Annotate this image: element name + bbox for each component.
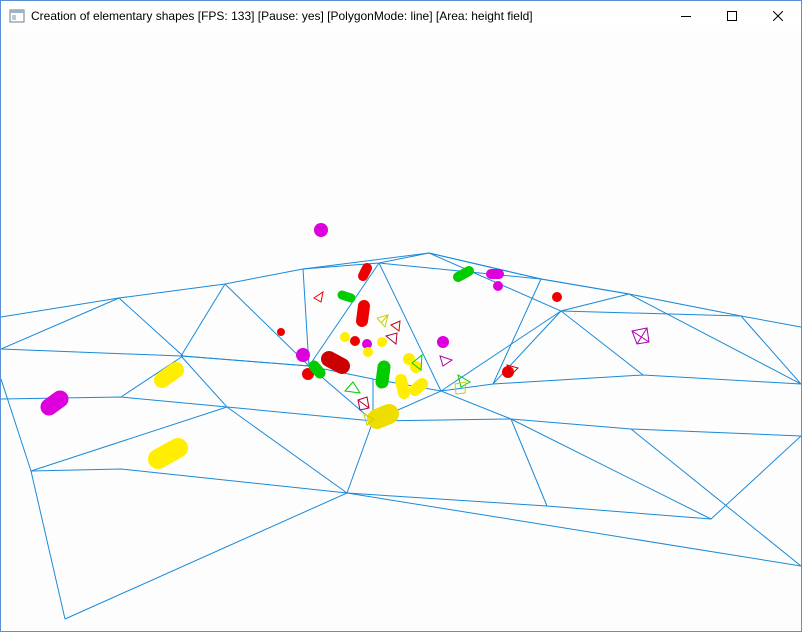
capsule-green	[308, 360, 326, 379]
title-bar[interactable]: Creation of elementary shapes [FPS: 133]…	[1, 1, 801, 31]
maximize-button[interactable]	[709, 1, 755, 31]
minimize-button[interactable]	[663, 1, 709, 31]
capsule-red	[358, 263, 372, 281]
capsule-yellow	[367, 404, 399, 429]
3d-viewport[interactable]	[1, 31, 801, 631]
capsule-red	[356, 300, 370, 327]
height-field-mesh	[1, 252, 801, 620]
capsule-yellow	[409, 378, 428, 396]
capsule-magenta	[40, 390, 69, 416]
sphere-magenta	[437, 336, 449, 348]
capsule-red	[321, 351, 350, 374]
sphere-red	[302, 368, 314, 380]
capsule-green	[375, 360, 391, 389]
capsule-yellow	[395, 374, 410, 399]
sphere-magenta	[296, 348, 310, 362]
sphere-yellow	[377, 337, 387, 347]
sphere-yellow	[340, 332, 350, 342]
close-icon	[773, 11, 783, 21]
wireframe-shapes	[313, 290, 650, 426]
capsule-green	[453, 266, 474, 282]
minimize-icon	[681, 11, 691, 21]
close-button[interactable]	[755, 1, 801, 31]
capsule-yellow	[148, 438, 188, 469]
capsule-green	[337, 290, 356, 303]
sphere-red	[350, 336, 360, 346]
sphere-magenta	[314, 223, 328, 237]
spheres	[277, 223, 562, 380]
maximize-icon	[727, 11, 737, 21]
scene-canvas	[1, 223, 801, 620]
capsules	[40, 263, 504, 469]
sphere-yellow	[403, 353, 415, 365]
app-window-icon	[9, 8, 25, 24]
capsule-yellow	[154, 362, 184, 388]
sphere-red	[277, 328, 285, 336]
sphere-magenta	[493, 281, 503, 291]
window-title: Creation of elementary shapes [FPS: 133]…	[31, 9, 533, 23]
sphere-red	[552, 292, 562, 302]
sphere-magenta	[362, 339, 372, 349]
sphere-yellow	[363, 347, 373, 357]
